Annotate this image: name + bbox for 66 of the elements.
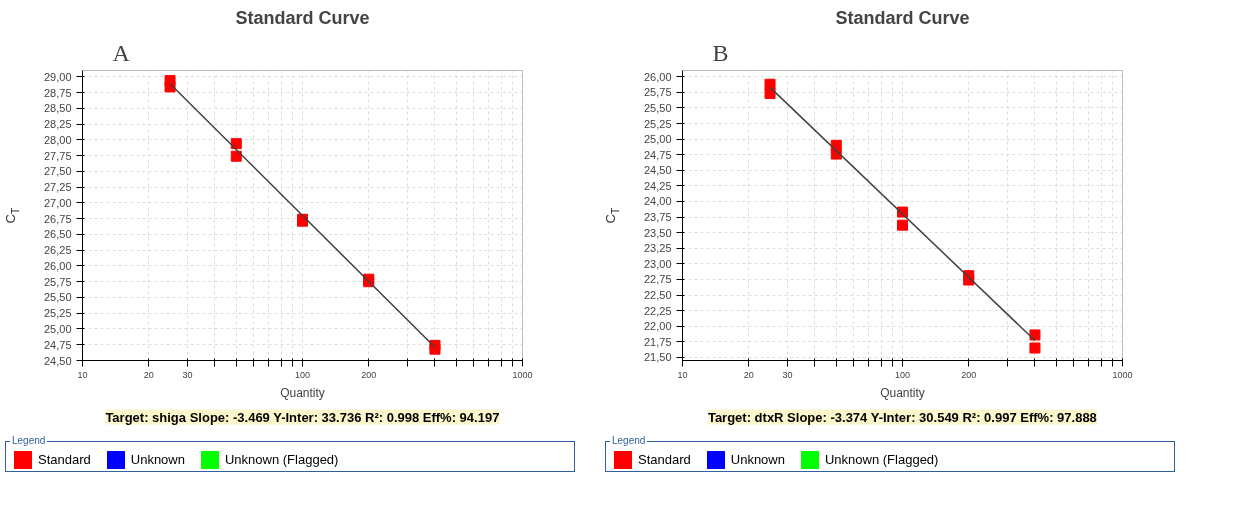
y-tick-label: 27,00 — [43, 196, 72, 209]
y-tick-label: 24,50 — [43, 354, 72, 367]
legend-label: Unknown — [730, 451, 785, 467]
x-tick-label: 200 — [961, 369, 977, 380]
y-tick-label: 23,25 — [643, 242, 672, 255]
x-tick-label: 200 — [361, 369, 377, 380]
y-tick-label: 25,75 — [643, 86, 672, 99]
y-tick-label: 22,25 — [643, 304, 672, 317]
y-tick-label: 22,00 — [643, 320, 672, 333]
y-tick-label: 28,25 — [43, 118, 72, 131]
text: A — [112, 39, 131, 66]
chart-title: Standard Curve — [835, 7, 970, 28]
x-axis-title: Quantity — [280, 385, 325, 400]
y-tick-label: 25,00 — [643, 133, 672, 146]
y-tick-label: 28,50 — [43, 102, 72, 115]
y-tick-label: 27,50 — [43, 165, 72, 178]
y-tick-label: 25,75 — [43, 275, 72, 288]
y-tick-label: 28,00 — [43, 133, 72, 146]
y-tick-label: 25,25 — [643, 117, 672, 130]
y-tick-label: 26,25 — [43, 244, 72, 257]
y-tick-label: 27,25 — [43, 181, 72, 194]
x-tick-label: 20 — [143, 369, 154, 380]
y-tick-label: 26,50 — [43, 228, 72, 241]
legend-label: Unknown (Flagged) — [224, 451, 339, 467]
text: Target: dtxR Slope: -3.374 Y-Inter: 30.549 R²: 0.997 Eff%: 97.888 — [707, 409, 1097, 425]
y-tick-label: 25,00 — [43, 322, 72, 335]
y-tick-label: 23,75 — [643, 211, 672, 224]
legend-label: Unknown (Flagged) — [824, 451, 939, 467]
x-tick-label: 1000 — [1112, 369, 1133, 380]
x-tick-label: 100 — [894, 369, 911, 380]
y-tick-label: 21,50 — [643, 351, 672, 364]
y-tick-label: 24,75 — [643, 148, 672, 161]
y-tick-label: 27,75 — [43, 149, 72, 162]
text: B — [712, 39, 729, 66]
x-tick-label: 30 — [782, 369, 793, 380]
y-tick-label: 25,50 — [643, 101, 672, 114]
y-tick-label: 25,50 — [43, 291, 72, 304]
y-tick-label: 24,50 — [643, 164, 672, 177]
y-tick-label: 23,00 — [643, 257, 672, 270]
y-tick-label: 24,00 — [643, 195, 672, 208]
legend-label: Standard — [38, 451, 91, 467]
x-tick-label: 10 — [677, 369, 688, 380]
y-tick-label: 24,75 — [43, 338, 72, 351]
y-tick-label: 29,00 — [43, 70, 72, 83]
y-tick-label: 24,25 — [643, 179, 672, 192]
y-tick-label: 21,75 — [643, 335, 672, 348]
x-axis-title: Quantity — [880, 385, 925, 400]
y-tick-label: 22,75 — [643, 273, 672, 286]
text: Target: shiga Slope: -3.469 Y-Inter: 33.736 R²: 0.998 Eff%: 94.197 — [105, 409, 500, 425]
y-tick-label: 26,00 — [43, 259, 72, 272]
x-tick-label: 10 — [77, 369, 88, 380]
y-tick-label: 26,75 — [43, 212, 72, 225]
x-tick-label: 100 — [294, 369, 311, 380]
legend-label: Unknown — [130, 451, 185, 467]
legend-title: Legend — [611, 434, 647, 448]
y-tick-label: 28,75 — [43, 86, 72, 99]
chart-title: Standard Curve — [235, 7, 370, 28]
y-tick-label: 22,50 — [643, 289, 672, 302]
x-tick-label: 20 — [743, 369, 754, 380]
y-tick-label: 26,00 — [643, 70, 672, 83]
x-tick-label: 30 — [182, 369, 193, 380]
legend-title: Legend — [11, 434, 47, 448]
legend-label: Standard — [638, 451, 691, 467]
x-tick-label: 1000 — [512, 369, 533, 380]
y-tick-label: 23,50 — [643, 226, 672, 239]
y-tick-label: 25,25 — [43, 307, 72, 320]
